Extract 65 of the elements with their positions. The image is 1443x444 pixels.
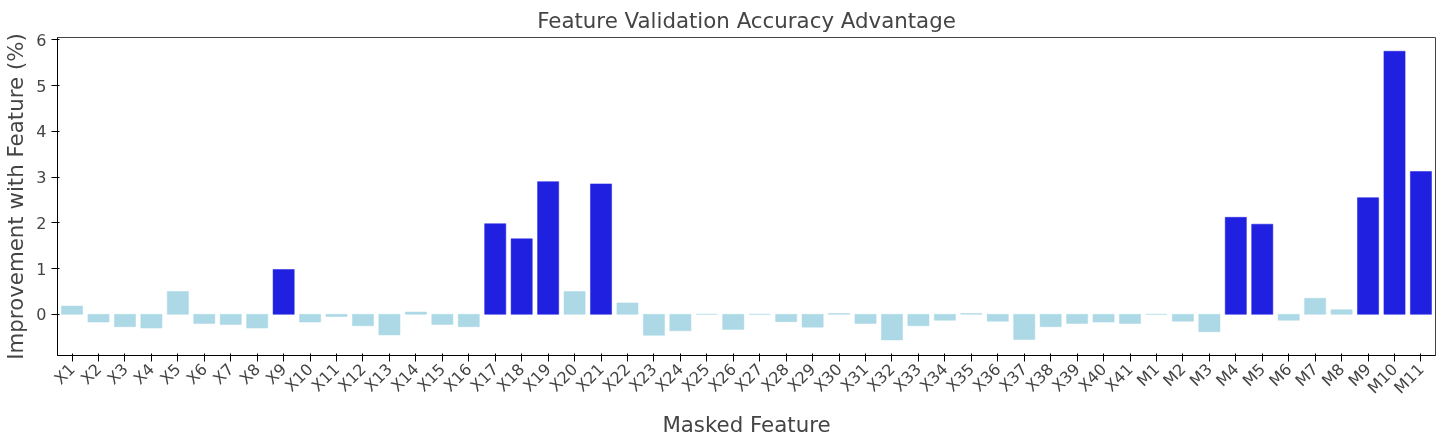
bar	[87, 314, 110, 323]
bar	[1039, 314, 1062, 327]
bar	[457, 314, 480, 327]
bar	[563, 291, 586, 315]
bar	[1251, 223, 1274, 315]
bar	[643, 314, 665, 336]
bar	[114, 314, 136, 327]
x-tick-label: X8	[235, 359, 264, 389]
bar	[986, 314, 1009, 322]
bar	[1172, 314, 1194, 322]
bar	[934, 314, 956, 321]
y-tick-label: 0	[36, 305, 47, 325]
bar	[140, 314, 163, 329]
bar	[801, 314, 824, 328]
bar	[616, 302, 639, 315]
bar	[775, 314, 797, 322]
bar	[1277, 314, 1300, 321]
x-tick-label: X2	[76, 359, 106, 389]
bar	[193, 314, 216, 324]
y-tick-label: 4	[36, 122, 47, 142]
x-tick-label: X7	[209, 359, 238, 389]
bar	[1224, 217, 1247, 315]
bar	[1092, 314, 1115, 323]
x-tick-label: X6	[182, 359, 212, 389]
bar	[405, 311, 427, 315]
bar	[1198, 314, 1221, 332]
bar	[1330, 309, 1353, 315]
y-tick-label: 2	[36, 213, 47, 233]
bar	[272, 269, 295, 315]
bar	[537, 181, 559, 315]
y-tick-label: 3	[36, 168, 47, 188]
y-tick-label: 1	[36, 259, 47, 279]
bar	[510, 238, 533, 315]
bar	[61, 305, 83, 315]
bar	[907, 314, 930, 327]
bar	[590, 183, 612, 315]
x-tick-label: X1	[50, 359, 79, 389]
bar	[1357, 197, 1379, 315]
bar	[854, 314, 877, 324]
x-axis-title: Masked Feature	[662, 412, 831, 438]
bar	[378, 314, 401, 336]
bar	[1119, 314, 1141, 324]
bar	[1066, 314, 1088, 324]
bar	[325, 314, 348, 317]
bar	[669, 314, 692, 332]
bar	[1383, 50, 1406, 315]
bar	[881, 314, 903, 341]
bar	[1410, 171, 1432, 315]
bar	[219, 314, 242, 325]
bar	[431, 314, 454, 325]
chart-title: Feature Validation Accuracy Advantage	[537, 7, 956, 33]
bar	[352, 314, 374, 327]
bar	[246, 314, 269, 329]
bar	[484, 223, 507, 315]
bar	[722, 314, 745, 330]
y-tick-label: 5	[36, 76, 47, 96]
y-tick-label: 6	[36, 30, 47, 50]
bar	[167, 291, 189, 315]
x-tick-label: X4	[129, 359, 159, 389]
bar	[1013, 314, 1036, 340]
bar	[1304, 298, 1326, 315]
bar	[299, 314, 321, 323]
y-axis-title: Improvement with Feature (%)	[3, 33, 29, 360]
x-tick-label: X3	[103, 359, 132, 389]
x-tick-label: X5	[156, 359, 185, 389]
